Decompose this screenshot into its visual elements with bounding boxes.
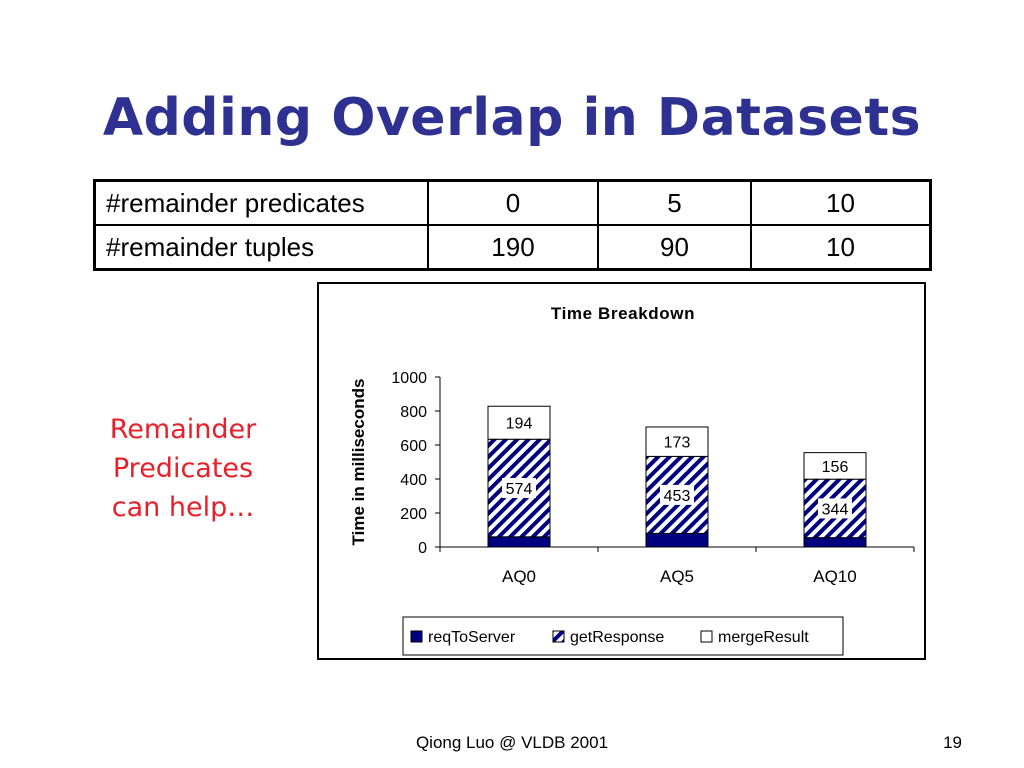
y-tick-label: 1000 (391, 370, 427, 387)
table-cell: 90 (597, 224, 752, 271)
chart-svg: Time Breakdown Time in milliseconds 0 200 40… (349, 304, 915, 656)
data-label: 173 (664, 435, 691, 452)
legend-label: getResponse (570, 629, 664, 646)
data-label: 453 (664, 488, 691, 505)
legend-label: reqToServer (428, 629, 516, 646)
y-tick-label: 0 (418, 540, 427, 557)
y-tick-label: 200 (400, 506, 427, 523)
y-tick-label: 600 (400, 438, 427, 455)
data-label: 574 (506, 481, 533, 498)
table-row-label: #remainder tuples (93, 224, 429, 271)
data-label-bg (660, 484, 694, 505)
y-axis-label: Time in milliseconds (349, 379, 368, 546)
table-cell: 5 (597, 179, 752, 226)
data-label-bg (818, 455, 852, 476)
data-label: 194 (506, 416, 533, 433)
chart-title: Time Breakdown (551, 304, 695, 323)
y-tick-label: 400 (400, 472, 427, 489)
table-row: #remainder predicates 0 5 10 (93, 179, 932, 226)
data-label-bg (660, 431, 694, 452)
page-number: 19 (943, 733, 962, 752)
table-cell: 190 (427, 224, 599, 271)
data-label-bg (502, 478, 536, 499)
remainder-note: Remainder Predicates can help… (109, 414, 257, 523)
table-cell: 10 (750, 224, 932, 271)
x-tick-label: AQ5 (660, 567, 694, 586)
legend-box (402, 616, 844, 656)
table-cell: 0 (427, 179, 599, 226)
data-label: 156 (822, 459, 849, 476)
legend-swatch-getResponse (552, 630, 565, 643)
legend-label: mergeResult (718, 629, 809, 646)
data-label-bg (818, 498, 852, 519)
table-row: #remainder tuples 190 90 10 (93, 224, 932, 271)
x-tick-label: AQ0 (502, 567, 536, 586)
time-breakdown-chart: Time Breakdown Time in milliseconds 0 200 40… (317, 282, 926, 660)
legend-swatch-reqToServer (410, 630, 423, 643)
data-label: 344 (822, 501, 849, 518)
slide-title: Adding Overlap in Datasets (102, 88, 922, 148)
bar-reqToServer (803, 537, 867, 548)
footer-text: Qiong Luo @ VLDB 2001 (415, 733, 609, 752)
bar-reqToServer (487, 536, 551, 548)
remainder-table: #remainder predicates 0 5 10 #remainder … (93, 179, 932, 271)
legend-swatch-mergeResult (700, 630, 713, 643)
table-cell: 10 (750, 179, 932, 226)
x-tick-label: AQ10 (813, 567, 856, 586)
bar-reqToServer (645, 532, 709, 548)
table-row-label: #remainder predicates (93, 179, 429, 226)
y-tick-label: 800 (400, 404, 427, 421)
data-label-bg (502, 412, 536, 433)
